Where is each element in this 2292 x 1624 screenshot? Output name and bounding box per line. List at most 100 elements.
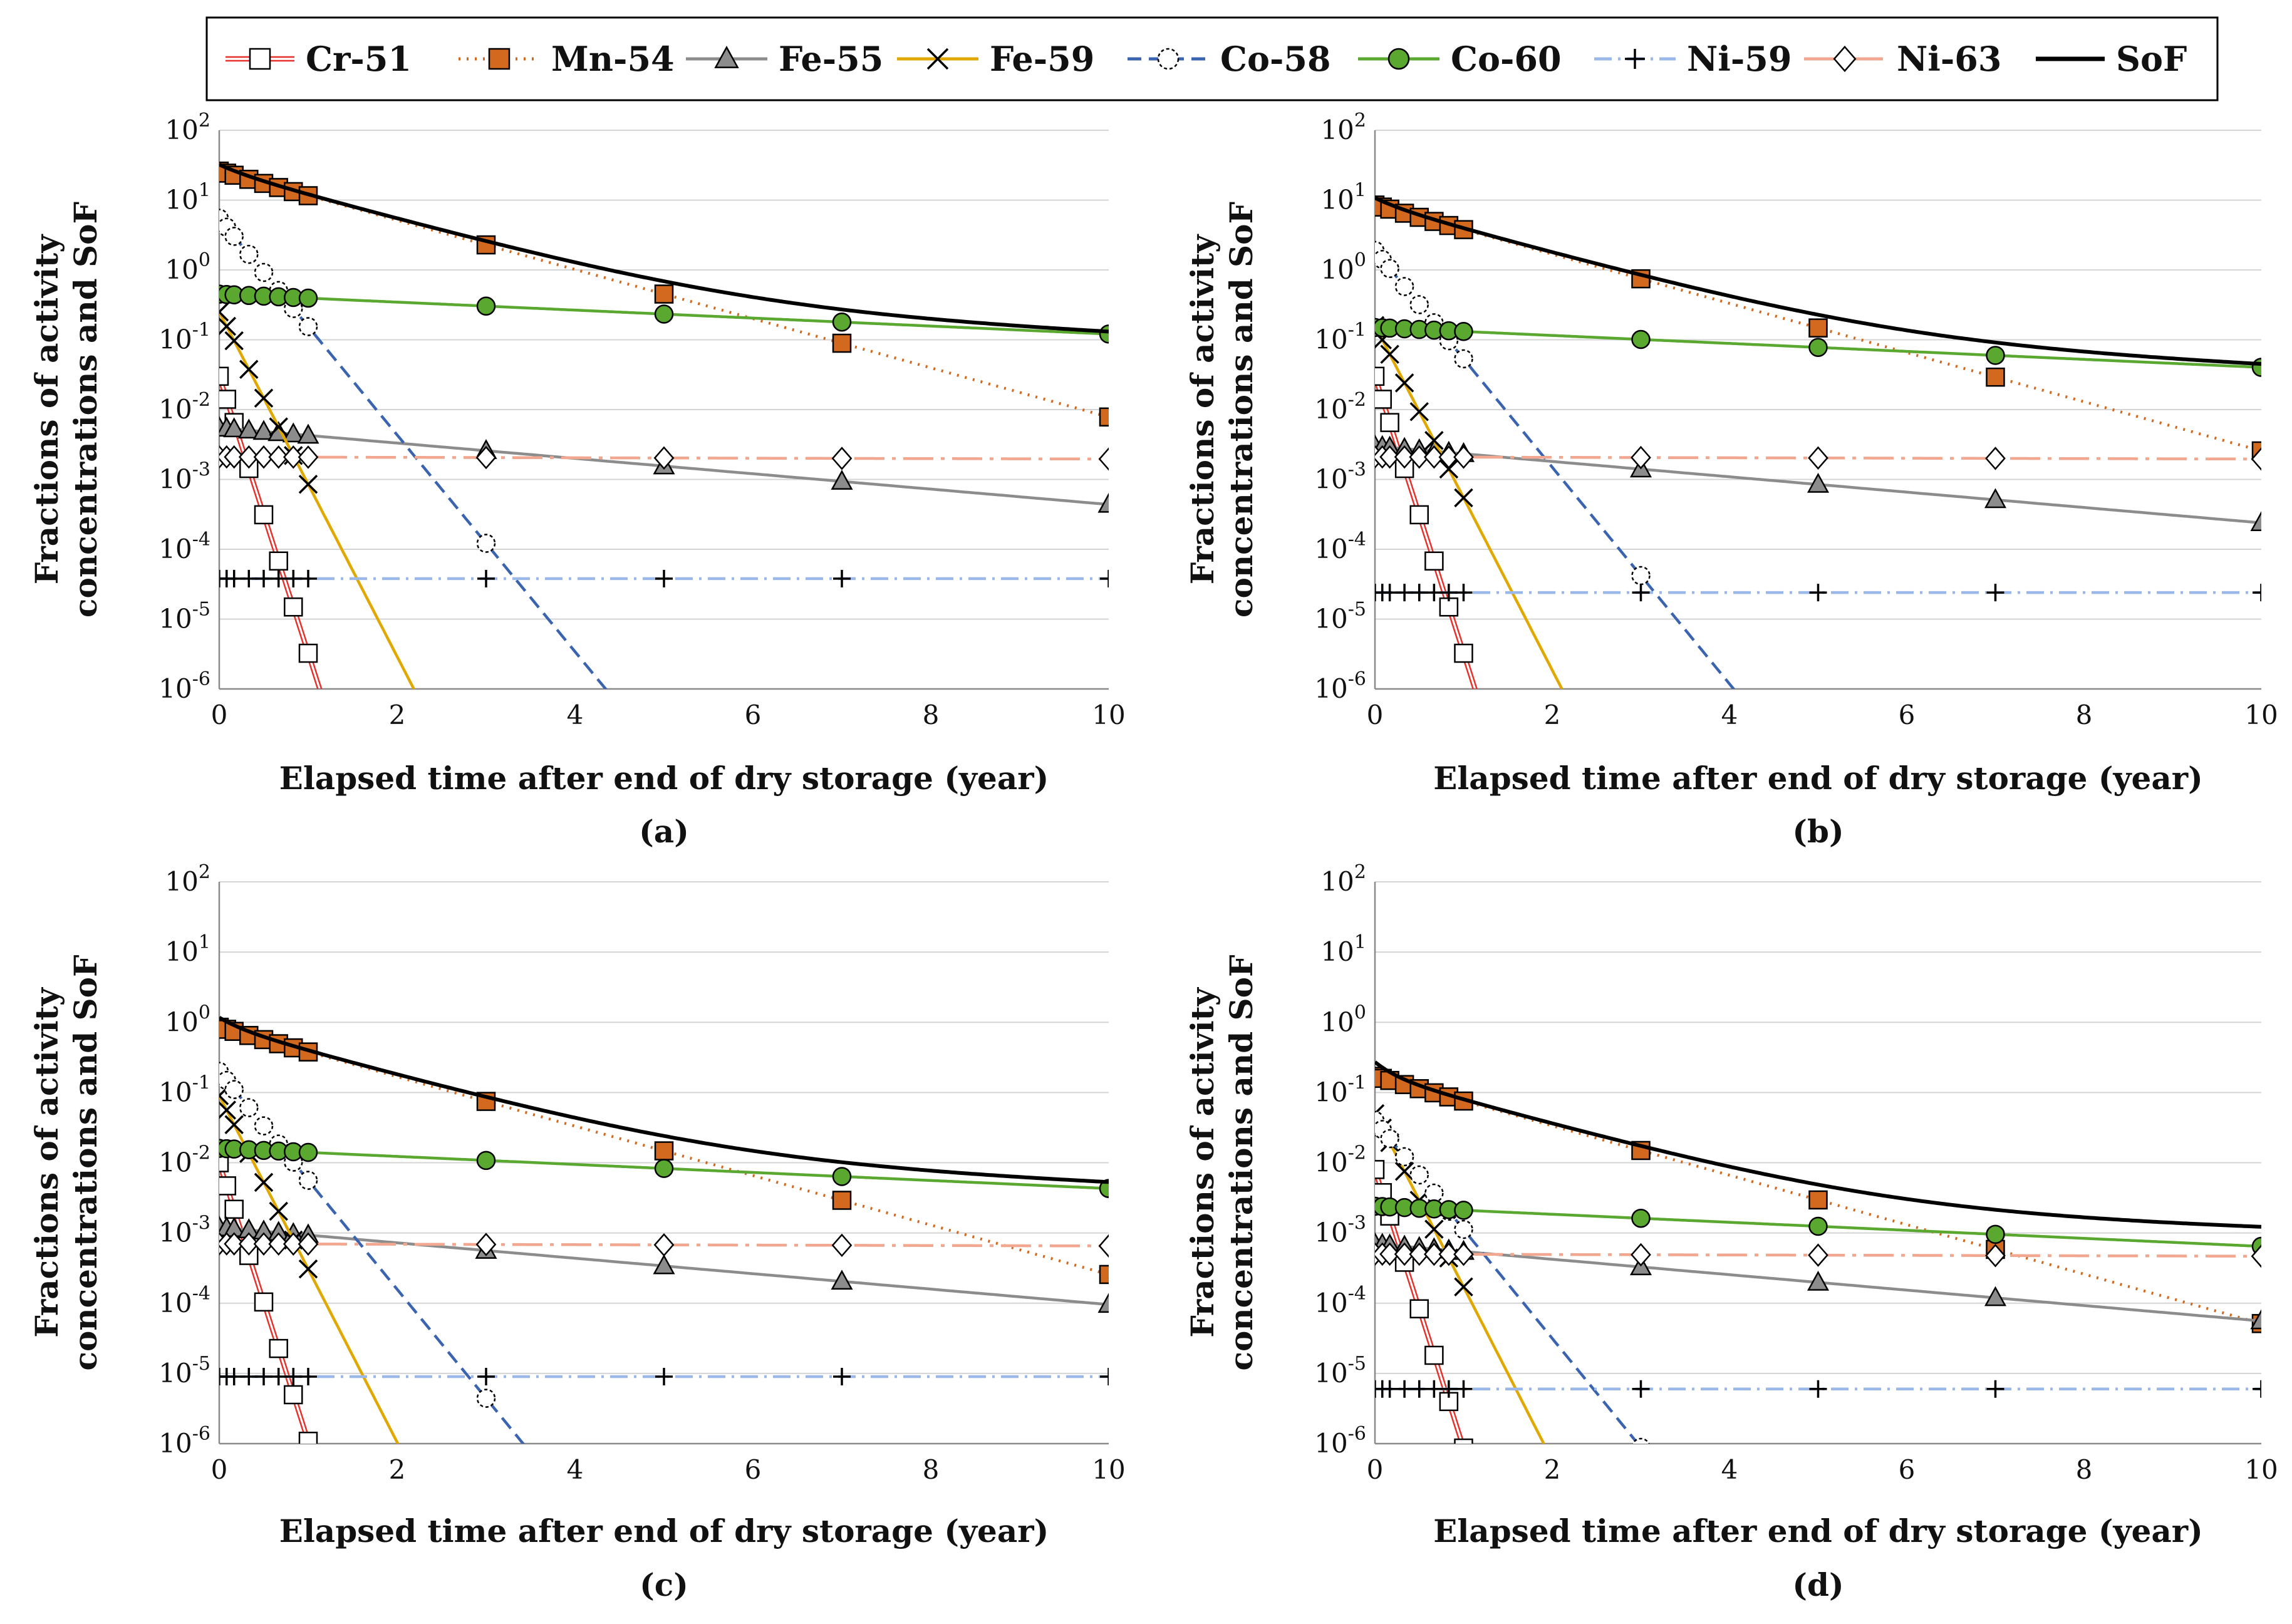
cr-51-marker xyxy=(284,1385,303,1405)
ni-63-marker xyxy=(253,1232,274,1256)
co-60-marker xyxy=(654,1159,674,1178)
ni-59-marker xyxy=(299,569,317,587)
ni-59-marker xyxy=(1809,1380,1827,1398)
cr-51-marker xyxy=(284,597,303,617)
fe-55-marker xyxy=(1984,488,2007,509)
plot-area xyxy=(1375,1060,2261,1444)
fe-59-marker xyxy=(1439,459,1459,479)
series-line xyxy=(1375,380,1475,689)
y-tick-label: 101 xyxy=(1320,931,1366,967)
co-60-marker xyxy=(476,1151,496,1171)
ni-59-marker xyxy=(1410,584,1428,602)
x-tick-label: 6 xyxy=(745,700,762,730)
co-58-marker xyxy=(224,227,244,246)
cr-51-marker xyxy=(224,1199,244,1219)
mn-54-marker xyxy=(654,284,674,304)
fe-55-marker xyxy=(1097,1293,1109,1313)
co-58-marker xyxy=(254,262,274,282)
y-tick-label: 10-5 xyxy=(1314,1353,1366,1389)
cr-51-marker xyxy=(254,1292,274,1312)
fe-59-marker xyxy=(219,302,229,322)
y-tick-label: 101 xyxy=(1320,180,1366,215)
x-tick-label: 2 xyxy=(389,700,406,730)
legend-cr-51-marker xyxy=(249,48,271,70)
legend-fe-55-marker xyxy=(714,46,739,68)
ni-63-marker xyxy=(1379,1242,1400,1266)
ni-59-marker xyxy=(1410,1380,1428,1398)
y-tick-label: 10-4 xyxy=(1314,1283,1366,1318)
ni-63-marker xyxy=(1631,445,1651,470)
y-tick-label: 100 xyxy=(1320,1001,1366,1037)
series-line xyxy=(219,1166,308,1444)
fe-59-marker xyxy=(1424,1219,1444,1239)
ni-63-marker xyxy=(653,446,675,470)
co-58-marker xyxy=(239,244,259,264)
x-tick-label: 2 xyxy=(389,1454,406,1485)
ni-63-marker xyxy=(653,1233,675,1257)
legend-item-ni-59: Ni-59 xyxy=(1594,39,1792,79)
ni-63-marker xyxy=(268,1232,289,1256)
ni-63-marker xyxy=(1424,445,1444,469)
legend-label: Co-60 xyxy=(1451,39,1562,79)
ni-63-marker xyxy=(1394,1242,1415,1266)
y-tick-label: 102 xyxy=(165,861,210,897)
series-sof-line xyxy=(1375,1060,2261,1229)
legend-item-ni-63: Ni-63 xyxy=(1804,39,2001,79)
ni-59-marker xyxy=(255,569,272,587)
fe-59-marker xyxy=(219,1100,237,1120)
co-58-marker xyxy=(476,534,496,553)
ni-59-marker xyxy=(1425,584,1443,602)
ni-63-marker xyxy=(1453,445,1474,469)
ni-63-marker xyxy=(1409,445,1430,469)
fe-59-marker xyxy=(254,388,274,408)
x-axis-label: Elapsed time after end of dry storage (y… xyxy=(279,1513,1049,1549)
cr-51-marker xyxy=(298,643,318,663)
series-mn-54 xyxy=(1375,1067,2261,1333)
co-60-marker xyxy=(1631,1208,1651,1228)
cr-51-marker xyxy=(1409,505,1429,525)
ni-63-marker xyxy=(1438,1242,1460,1266)
co-60-marker xyxy=(1808,1216,1828,1236)
series-line xyxy=(219,1095,400,1444)
ni-59-marker xyxy=(1100,569,1109,587)
ni-63-marker xyxy=(831,447,853,470)
chart-panel-a: 10-6 10-5 10-4 10-3 10-2 10-1 100 101 102 0 2 4 6 8 10… xyxy=(28,110,1126,850)
series-co-60 xyxy=(219,1139,1109,1198)
series-ni-59 xyxy=(1375,1380,2261,1398)
panel-label: (a) xyxy=(639,813,689,850)
cr-51-marker xyxy=(1375,366,1385,386)
co-60-marker xyxy=(2251,358,2261,377)
legend-mn-54-marker xyxy=(488,48,511,70)
x-tick-label: 2 xyxy=(1544,700,1561,730)
x-tick-label: 4 xyxy=(567,1454,584,1485)
y-axis-label: Fractions of activityconcentrations and … xyxy=(28,202,104,618)
ni-63-marker xyxy=(1409,1242,1430,1266)
chart-panel-d: 10-6 10-5 10-4 10-3 10-2 10-1 100 101 102 0 2 4 6 8 10… xyxy=(1184,861,2278,1603)
ni-63-marker xyxy=(1808,446,1828,470)
series-line xyxy=(219,1070,526,1444)
series-sof-line xyxy=(1375,196,2261,366)
ni-63-marker xyxy=(268,445,289,469)
legend-label: Mn-54 xyxy=(551,39,675,79)
co-60-marker xyxy=(1631,329,1651,349)
co-58-marker xyxy=(1454,1219,1473,1239)
fe-59-marker xyxy=(1380,344,1399,364)
cr-51-marker xyxy=(269,551,288,571)
ni-59-marker xyxy=(299,1368,317,1386)
co-58-marker xyxy=(1394,1147,1414,1167)
chart-panel-b: 10-6 10-5 10-4 10-3 10-2 10-1 100 101 102 0 2 4 6 8 10… xyxy=(1184,110,2278,850)
co-58-marker xyxy=(1632,1437,1650,1444)
cr-51-marker xyxy=(1375,1160,1385,1179)
y-tick-label: 10-6 xyxy=(1314,1423,1366,1459)
fe-55-marker xyxy=(653,1254,675,1275)
y-tick-label: 10-4 xyxy=(1314,529,1366,564)
co-60-marker xyxy=(832,1167,852,1186)
cr-51-marker xyxy=(254,505,274,525)
legend-label: SoF xyxy=(2116,39,2187,79)
panel-label: (d) xyxy=(1792,1566,1843,1603)
series-line xyxy=(219,311,416,689)
co-60-marker xyxy=(298,288,318,308)
co-58-marker xyxy=(1424,1183,1444,1203)
fe-55-marker xyxy=(252,420,275,440)
co-60-marker xyxy=(1454,1201,1473,1220)
